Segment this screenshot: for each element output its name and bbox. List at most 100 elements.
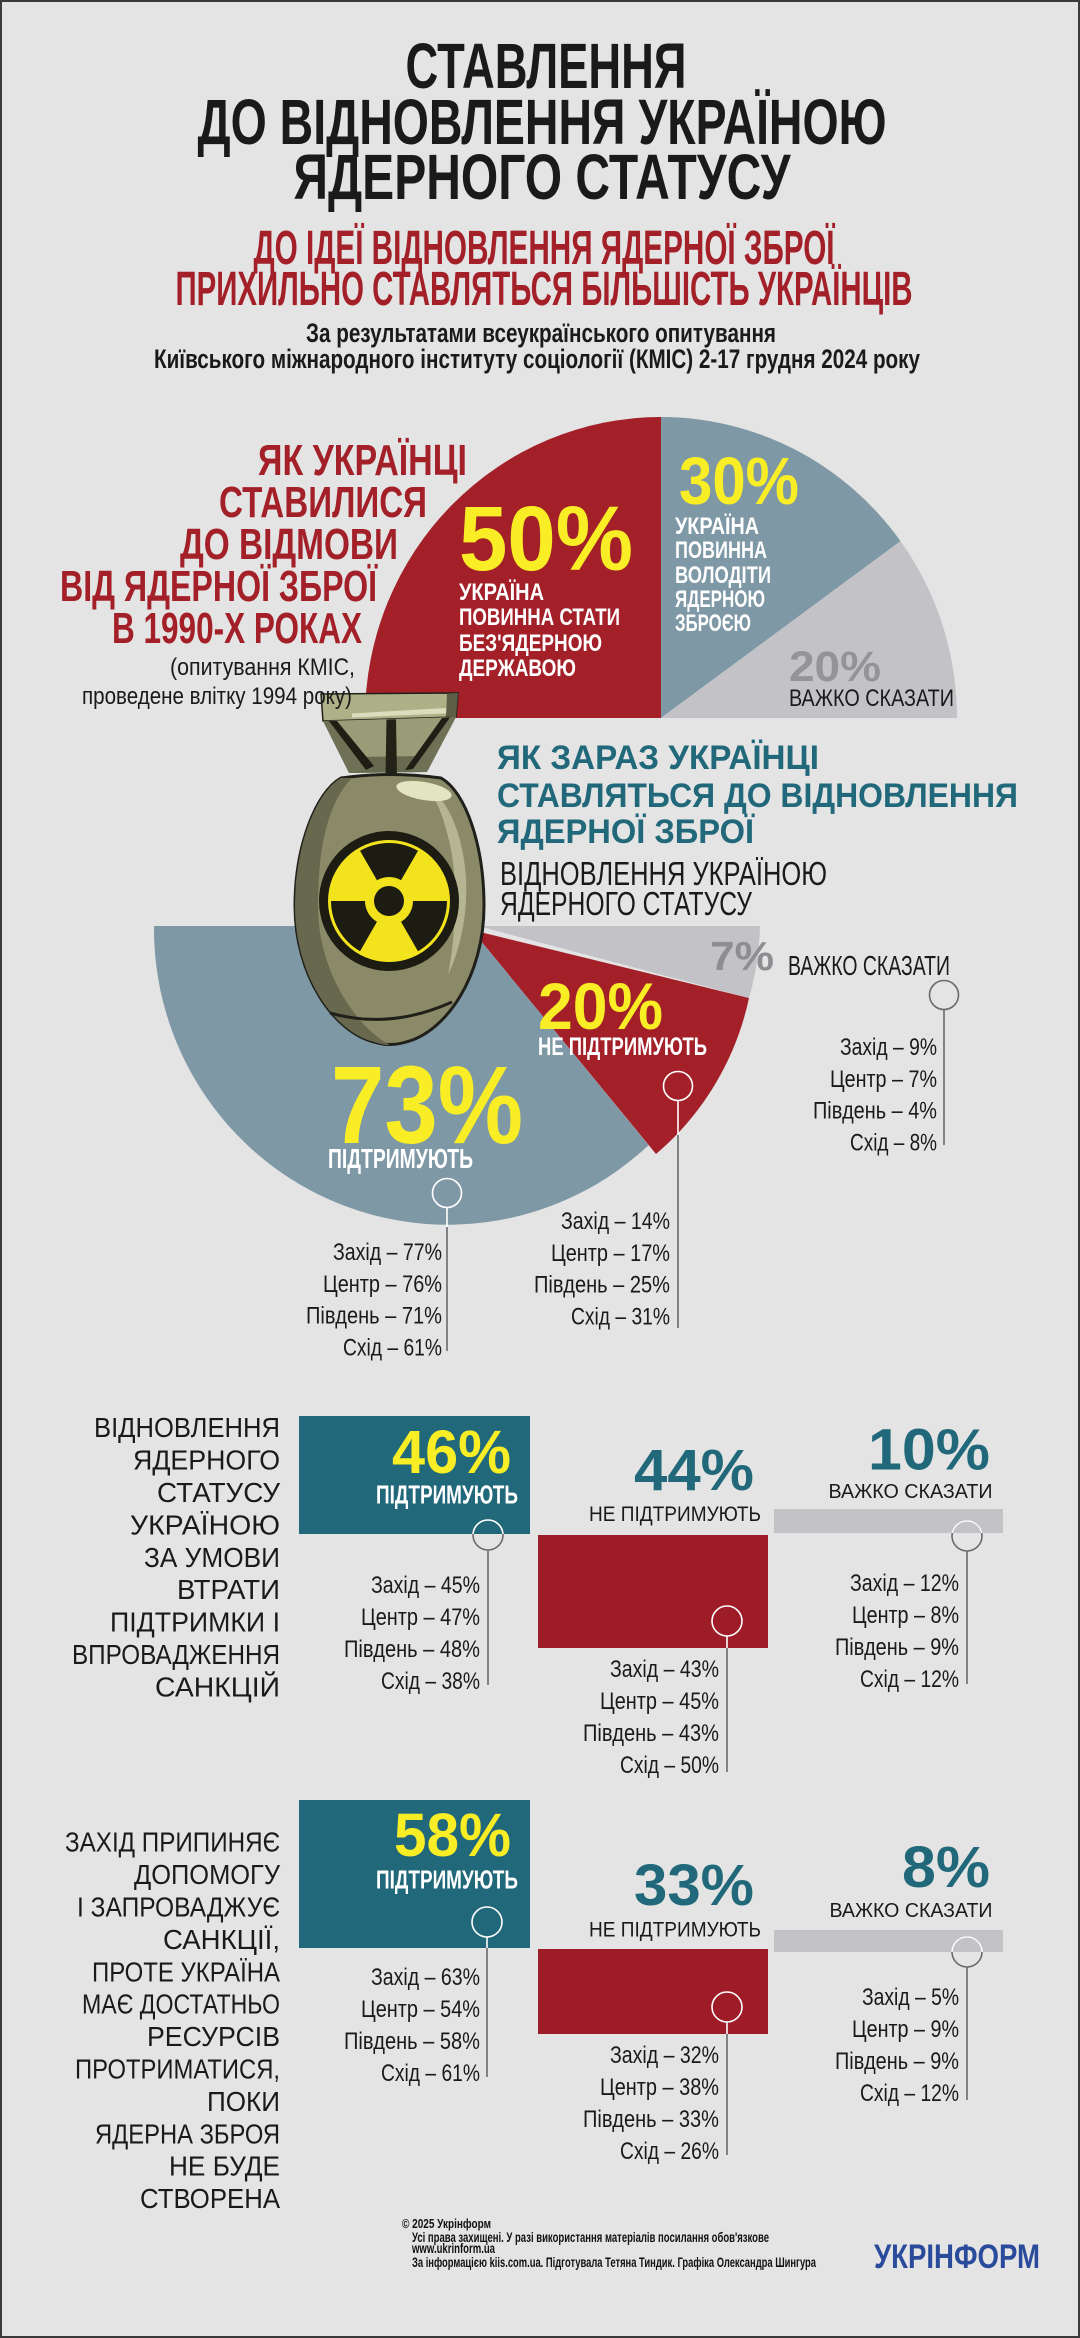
svg-text:20%: 20% (538, 969, 663, 1043)
svg-text:Схід – 12%: Схід – 12% (860, 2080, 959, 2107)
svg-text:www.ukrinform.ua: www.ukrinform.ua (411, 2241, 495, 2256)
svg-text:ДЕРЖАВОЮ: ДЕРЖАВОЮ (459, 655, 576, 682)
svg-text:Центр – 45%: Центр – 45% (600, 1688, 719, 1715)
svg-text:Центр – 76%: Центр – 76% (323, 1271, 442, 1298)
svg-text:Центр – 17%: Центр – 17% (551, 1240, 670, 1267)
svg-text:ЗА УМОВИ: ЗА УМОВИ (144, 1542, 280, 1573)
svg-text:Схід – 38%: Схід – 38% (381, 1668, 480, 1695)
svg-text:МАЄ ДОСТАТНЬО: МАЄ ДОСТАТНЬО (82, 1989, 280, 2020)
svg-text:РЕСУРСІВ: РЕСУРСІВ (147, 2021, 280, 2052)
svg-text:НЕ ПІДТРИМУЮТЬ: НЕ ПІДТРИМУЮТЬ (538, 1033, 707, 1061)
svg-text:ДО ВІДМОВИ: ДО ВІДМОВИ (180, 520, 398, 569)
svg-text:Схід – 31%: Схід – 31% (571, 1303, 670, 1330)
svg-text:20%: 20% (789, 643, 881, 691)
svg-text:УКРАЇНОЮ: УКРАЇНОЮ (130, 1509, 280, 1540)
svg-text:І ЗАПРОВАДЖУЄ: І ЗАПРОВАДЖУЄ (77, 1892, 280, 1923)
svg-text:ПІДТРИМУЮТЬ: ПІДТРИМУЮТЬ (376, 1867, 518, 1895)
svg-text:ЗАХІД ПРИПИНЯЄ: ЗАХІД ПРИПИНЯЄ (65, 1827, 280, 1858)
svg-text:Київського міжнародного інстит: Київського міжнародного інституту соціол… (154, 344, 920, 374)
svg-text:ДОПОМОГУ: ДОПОМОГУ (134, 1859, 280, 1890)
svg-text:Південь – 58%: Південь – 58% (344, 2028, 480, 2055)
svg-text:ЯДЕРНОГО СТАТУСУ: ЯДЕРНОГО СТАТУСУ (500, 885, 753, 922)
svg-text:46%: 46% (392, 1418, 511, 1486)
svg-text:ЗБРОЄЮ: ЗБРОЄЮ (675, 610, 751, 637)
svg-text:В 1990-Х РОКАХ: В 1990-Х РОКАХ (112, 604, 362, 653)
svg-text:Південь – 25%: Південь – 25% (534, 1272, 670, 1299)
svg-text:Захід – 63%: Захід – 63% (371, 1964, 480, 1991)
svg-text:Центр – 38%: Центр – 38% (600, 2074, 719, 2101)
svg-text:Південь – 9%: Південь – 9% (835, 2048, 959, 2075)
svg-text:Захід – 12%: Захід – 12% (850, 1570, 959, 1597)
svg-text:ПРОТРИМАТИСЯ,: ПРОТРИМАТИСЯ, (75, 2054, 280, 2085)
svg-text:ПОВИННА: ПОВИННА (675, 537, 767, 564)
svg-text:ПІДТРИМКИ І: ПІДТРИМКИ І (110, 1607, 280, 1638)
svg-text:ПОКИ: ПОКИ (207, 2086, 280, 2117)
svg-text:10%: 10% (868, 1418, 990, 1483)
svg-text:ВІД ЯДЕРНОЇ ЗБРОЇ: ВІД ЯДЕРНОЇ ЗБРОЇ (60, 562, 378, 611)
svg-text:Південь – 48%: Південь – 48% (344, 1636, 480, 1663)
svg-text:Захід – 45%: Захід – 45% (371, 1572, 480, 1599)
svg-text:7%: 7% (710, 933, 774, 979)
svg-text:ДО ІДЕЇ ВІДНОВЛЕННЯ ЯДЕРНОЇ ЗБ: ДО ІДЕЇ ВІДНОВЛЕННЯ ЯДЕРНОЇ ЗБРОЇ (254, 222, 836, 275)
svg-text:ВАЖКО СКАЗАТИ: ВАЖКО СКАЗАТИ (789, 685, 954, 712)
svg-text:ВАЖКО СКАЗАТИ: ВАЖКО СКАЗАТИ (830, 1900, 993, 1922)
svg-text:БЕЗ'ЯДЕРНОЮ: БЕЗ'ЯДЕРНОЮ (459, 630, 602, 657)
svg-text:8%: 8% (902, 1835, 990, 1900)
svg-text:Південь – 4%: Південь – 4% (813, 1098, 937, 1125)
svg-text:© 2025 Укрінформ: © 2025 Укрінформ (402, 2216, 491, 2231)
svg-text:Схід – 61%: Схід – 61% (343, 1334, 442, 1361)
svg-text:СТАВЛЕННЯ: СТАВЛЕННЯ (406, 30, 687, 102)
svg-text:За інформацією kiis.com.ua. Пі: За інформацією kiis.com.ua. Підготувала … (412, 2255, 816, 2270)
svg-text:Захід – 32%: Захід – 32% (610, 2042, 719, 2069)
svg-text:ЯДЕРНОЮ: ЯДЕРНОЮ (675, 586, 765, 613)
svg-text:ВАЖКО СКАЗАТИ: ВАЖКО СКАЗАТИ (829, 1481, 993, 1503)
svg-text:ПІДТРИМУЮТЬ: ПІДТРИМУЮТЬ (328, 1143, 473, 1174)
svg-text:СТВОРЕНА: СТВОРЕНА (140, 2183, 280, 2214)
svg-text:За результатами всеукраїнськог: За результатами всеукраїнського опитуван… (306, 318, 776, 348)
svg-text:ВПРОВАДЖЕННЯ: ВПРОВАДЖЕННЯ (72, 1639, 280, 1670)
svg-text:УКРІНФОРМ: УКРІНФОРМ (874, 2238, 1040, 2276)
svg-text:50%: 50% (459, 488, 633, 590)
svg-text:Схід – 12%: Схід – 12% (860, 1666, 959, 1693)
svg-text:30%: 30% (679, 444, 799, 519)
svg-text:ПОВИННА СТАТИ: ПОВИННА СТАТИ (459, 604, 620, 631)
svg-text:Центр – 54%: Центр – 54% (361, 1996, 480, 2023)
svg-text:Схід – 61%: Схід – 61% (381, 2060, 480, 2087)
svg-text:Південь – 71%: Південь – 71% (306, 1303, 442, 1330)
svg-text:ЯК УКРАЇНЦІ: ЯК УКРАЇНЦІ (258, 436, 467, 485)
svg-text:ЯДЕРНОЇ ЗБРОЇ: ЯДЕРНОЇ ЗБРОЇ (497, 813, 756, 851)
svg-text:Південь – 33%: Південь – 33% (583, 2106, 719, 2133)
svg-text:ПІДТРИМУЮТЬ: ПІДТРИМУЮТЬ (376, 1482, 518, 1510)
svg-text:ЯК ЗАРАЗ УКРАЇНЦІ: ЯК ЗАРАЗ УКРАЇНЦІ (497, 739, 819, 777)
svg-text:ПРОТЕ УКРАЇНА: ПРОТЕ УКРАЇНА (92, 1956, 280, 1987)
svg-text:Схід – 50%: Схід – 50% (620, 1752, 719, 1779)
svg-text:Захід – 77%: Захід – 77% (333, 1239, 442, 1266)
svg-text:Центр – 9%: Центр – 9% (852, 2016, 959, 2043)
svg-text:НЕ ПІДТРИМУЮТЬ: НЕ ПІДТРИМУЮТЬ (589, 1502, 761, 1526)
svg-text:ВАЖКО СКАЗАТИ: ВАЖКО СКАЗАТИ (788, 950, 950, 981)
svg-text:Центр – 47%: Центр – 47% (361, 1604, 480, 1631)
svg-text:СТАВИЛИСЯ: СТАВИЛИСЯ (219, 478, 427, 527)
svg-text:Усі права захищені. У разі вик: Усі права захищені. У разі використання … (412, 2230, 769, 2245)
svg-text:СТАВЛЯТЬСЯ ДО ВІДНОВЛЕННЯ: СТАВЛЯТЬСЯ ДО ВІДНОВЛЕННЯ (497, 777, 1018, 815)
svg-text:Захід – 9%: Захід – 9% (840, 1034, 937, 1061)
svg-text:УКРАЇНА: УКРАЇНА (459, 579, 544, 606)
svg-text:ЯДЕРНА ЗБРОЯ: ЯДЕРНА ЗБРОЯ (95, 2118, 280, 2149)
svg-text:ВІДНОВЛЕННЯ УКРАЇНОЮ: ВІДНОВЛЕННЯ УКРАЇНОЮ (500, 855, 827, 892)
svg-text:Схід – 8%: Схід – 8% (850, 1129, 937, 1156)
svg-text:ЯДЕРНОГО: ЯДЕРНОГО (133, 1445, 280, 1476)
svg-text:Центр – 7%: Центр – 7% (830, 1066, 937, 1093)
svg-text:САНКЦІЇ,: САНКЦІЇ, (163, 1924, 280, 1955)
svg-text:Захід – 5%: Захід – 5% (862, 1984, 959, 2011)
svg-text:УКРАЇНА: УКРАЇНА (675, 513, 759, 540)
svg-text:ПРИХИЛЬНО СТАВЛЯТЬСЯ БІЛЬШІСТЬ: ПРИХИЛЬНО СТАВЛЯТЬСЯ БІЛЬШІСТЬ УКРАЇНЦІВ (176, 263, 913, 316)
svg-text:Схід – 26%: Схід – 26% (620, 2138, 719, 2165)
svg-text:33%: 33% (634, 1853, 754, 1918)
svg-text:ЯДЕРНОГО СТАТУСУ: ЯДЕРНОГО СТАТУСУ (294, 141, 792, 213)
svg-text:44%: 44% (634, 1438, 754, 1503)
svg-text:58%: 58% (394, 1801, 511, 1869)
svg-text:СТАТУСУ: СТАТУСУ (157, 1477, 280, 1508)
svg-text:Центр – 8%: Центр – 8% (852, 1602, 959, 1629)
svg-text:ВТРАТИ: ВТРАТИ (177, 1574, 280, 1605)
svg-text:Південь – 9%: Південь – 9% (835, 1634, 959, 1661)
